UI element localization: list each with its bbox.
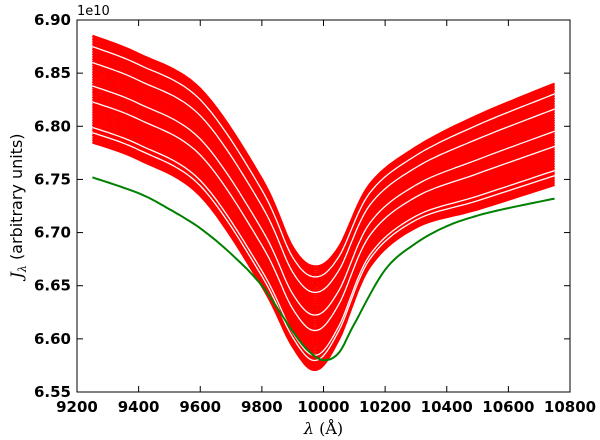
- red-series-line: [92, 110, 556, 342]
- y-tick-label: 6.90: [34, 11, 71, 29]
- red-series-line: [91, 133, 556, 364]
- x-tick-label: 9800: [241, 398, 283, 416]
- red-series-line: [91, 108, 556, 340]
- plot-marks: [91, 34, 556, 371]
- red-series-line: [91, 57, 556, 290]
- red-series-line: [91, 140, 555, 371]
- x-axis-label: λ (Å): [303, 418, 343, 438]
- y-offset-label: 1e10: [77, 4, 110, 19]
- red-series-line: [91, 49, 556, 283]
- red-series-line: [91, 52, 556, 286]
- green-series-line: [92, 176, 555, 362]
- red-series-line: [91, 70, 556, 303]
- red-series-line: [91, 47, 556, 281]
- x-tick-label: 10800: [544, 398, 596, 416]
- y-tick-label: 6.75: [34, 170, 71, 188]
- red-series-line: [91, 67, 556, 300]
- red-series-line: [91, 34, 556, 268]
- red-series-line: [91, 87, 556, 320]
- y-tick-label: 6.65: [34, 277, 71, 295]
- x-tick-label: 9200: [56, 398, 98, 416]
- red-series-line: [91, 95, 556, 327]
- red-series-line: [91, 120, 556, 352]
- x-tick-label: 10200: [359, 398, 411, 416]
- band-gap-line: [92, 126, 555, 356]
- red-series-line: [91, 77, 556, 310]
- red-series-line: [92, 135, 556, 367]
- red-series-line: [91, 123, 556, 354]
- red-series-line: [91, 97, 556, 330]
- y-tick-label: 6.85: [34, 64, 71, 82]
- red-series-line: [91, 90, 556, 322]
- x-tick-label: 9400: [118, 398, 160, 416]
- band-gap-line: [92, 61, 555, 294]
- band-gap-line: [92, 132, 555, 362]
- red-series-line: [91, 115, 556, 347]
- red-series-line: [91, 65, 556, 298]
- band-gap-line: [92, 101, 555, 332]
- red-series-line: [91, 113, 556, 344]
- band-gap-line: [92, 45, 555, 278]
- x-tick-label: 10000: [297, 398, 349, 416]
- red-series-line: [91, 39, 556, 273]
- red-series-line: [91, 75, 556, 308]
- y-axis: 6.55 6.60 6.65 6.70 6.75 6.80 6.85 6.90: [34, 11, 570, 401]
- red-series-band: [91, 34, 556, 371]
- red-series-line: [91, 42, 556, 276]
- red-series-line: [91, 82, 556, 315]
- x-tick-label: 10600: [482, 398, 534, 416]
- y-axis-label: Jλ (arbitrary units): [7, 133, 29, 281]
- band-gap-line: [92, 85, 555, 316]
- red-series-line: [91, 59, 556, 293]
- y-tick-label: 6.55: [34, 383, 71, 401]
- red-series-line: [91, 72, 556, 305]
- red-series-line: [91, 54, 556, 288]
- red-series-line: [91, 138, 555, 369]
- red-series-line: [91, 103, 556, 335]
- y-tick-label: 6.60: [34, 330, 71, 348]
- x-axis: 9200 9400 9600 9800 10000 10200 10400 10600 1080…: [56, 20, 596, 416]
- red-series-line: [91, 92, 556, 325]
- x-tick-label: 10400: [421, 398, 473, 416]
- y-tick-label: 6.70: [34, 224, 71, 242]
- red-series-line: [91, 105, 556, 337]
- x-tick-label: 9600: [179, 398, 221, 416]
- red-series-line: [91, 80, 556, 313]
- red-series-line: [92, 118, 556, 349]
- red-series-line: [91, 37, 556, 271]
- red-series-line: [91, 62, 556, 295]
- y-tick-label: 6.80: [34, 117, 71, 135]
